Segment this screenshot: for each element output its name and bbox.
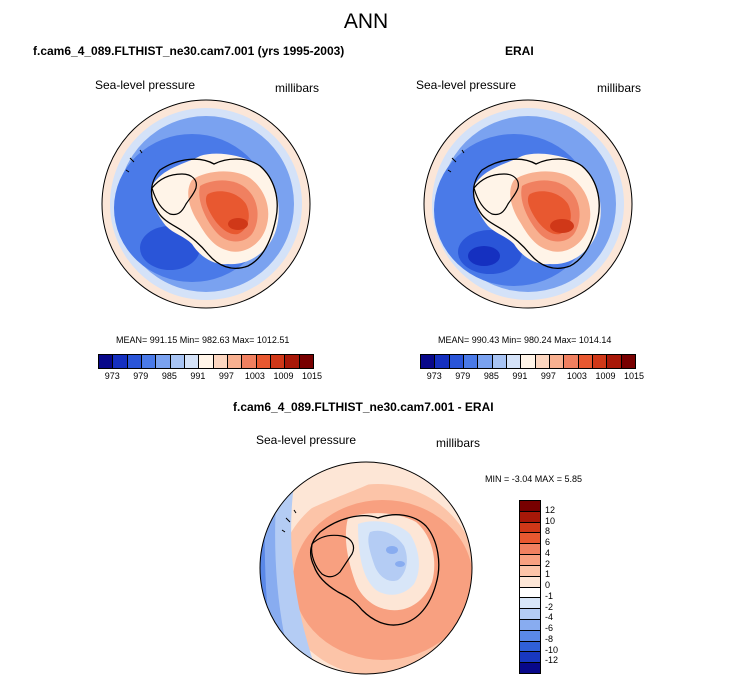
- colorbar-swatch: [213, 355, 228, 368]
- colorbar-tick-label: 991: [512, 371, 528, 381]
- colorbar-tick-label: 1009: [273, 371, 294, 381]
- colorbar-swatch: [520, 619, 540, 631]
- colorbar-tick-label: 985: [161, 371, 177, 381]
- colorbar-swatch: [549, 355, 565, 368]
- colorbar-tick-label: -4: [545, 612, 554, 623]
- colorbar-swatch: [520, 501, 540, 512]
- colorbar-swatch: [506, 355, 522, 368]
- colorbar-tick-label: 973: [104, 371, 120, 381]
- right-variable-label: Sea-level pressure: [416, 78, 517, 92]
- diff-case-title: f.cam6_4_089.FLTHIST_ne30.cam7.001 - ERA…: [233, 400, 494, 414]
- colorbar-tick-label: 979: [133, 371, 149, 381]
- colorbar-swatch: [299, 355, 313, 368]
- colorbar-swatch: [435, 355, 450, 368]
- colorbar-swatch: [520, 565, 540, 577]
- diff-variable-label: Sea-level pressure: [256, 433, 357, 447]
- colorbar-tick-label: -2: [545, 601, 554, 612]
- left-stats-text: MEAN= 991.15 Min= 982.63 Max= 1012.51: [116, 335, 290, 345]
- colorbar-tick-label: 973: [426, 371, 442, 381]
- colorbar-swatch: [170, 355, 185, 368]
- colorbar-swatch: [520, 609, 540, 620]
- colorbar-swatch: [521, 355, 536, 368]
- colorbar-tick-label: 979: [455, 371, 471, 381]
- colorbar-swatch: [621, 355, 635, 368]
- colorbar-tick-label: 10: [545, 515, 556, 526]
- colorbar-swatch: [156, 355, 171, 368]
- left-variable-label: Sea-level pressure: [95, 78, 196, 92]
- colorbar-tick-label: 1003: [566, 371, 587, 381]
- colorbar-swatch: [520, 555, 540, 566]
- colorbar-tick-label: -10: [545, 644, 559, 655]
- left-colorbar: [98, 354, 314, 369]
- colorbar-swatch: [113, 355, 128, 368]
- diff-stats-text: MIN = -3.04 MAX = 5.85: [485, 474, 583, 484]
- colorbar-swatch: [520, 630, 540, 642]
- left-sea-level-pressure-map: [101, 99, 311, 309]
- colorbar-tick-label: 997: [218, 371, 234, 381]
- right-stats-text: MEAN= 990.43 Min= 980.24 Max= 1014.14: [438, 335, 612, 345]
- colorbar-swatch: [270, 355, 286, 368]
- colorbar-swatch: [256, 355, 271, 368]
- colorbar-swatch: [285, 355, 300, 368]
- colorbar-swatch: [520, 652, 540, 664]
- colorbar-swatch: [127, 355, 142, 368]
- colorbar-tick-label: 12: [545, 504, 556, 515]
- colorbar-tick-label: 997: [540, 371, 556, 381]
- colorbar-tick-label: 1003: [244, 371, 265, 381]
- page-title: ANN: [343, 10, 389, 33]
- diff-sea-level-pressure-map: [259, 461, 473, 675]
- diff-colorbar: [519, 500, 541, 674]
- colorbar-tick-label: 1: [545, 569, 551, 580]
- colorbar-swatch: [478, 355, 493, 368]
- colorbar-swatch: [492, 355, 507, 368]
- colorbar-tick-label: -1: [545, 590, 554, 601]
- colorbar-swatch: [141, 355, 157, 368]
- colorbar-swatch: [99, 355, 114, 368]
- colorbar-swatch: [520, 598, 540, 610]
- colorbar-swatch: [421, 355, 436, 368]
- colorbar-swatch: [578, 355, 593, 368]
- colorbar-tick-label: 1015: [623, 371, 645, 381]
- colorbar-swatch: [564, 355, 579, 368]
- colorbar-swatch: [520, 544, 540, 556]
- right-colorbar: [420, 354, 636, 369]
- colorbar-swatch: [520, 576, 540, 588]
- colorbar-tick-label: 6: [545, 537, 551, 547]
- colorbar-tick-label: 1015: [301, 371, 323, 381]
- right-units-label: millibars: [597, 81, 642, 95]
- colorbar-tick-label: 1009: [595, 371, 616, 381]
- colorbar-swatch: [242, 355, 257, 368]
- colorbar-swatch: [449, 355, 464, 368]
- colorbar-tick-label: -6: [545, 623, 554, 633]
- colorbar-tick-label: -8: [545, 633, 554, 644]
- colorbar-tick-label: 0: [545, 580, 551, 590]
- colorbar-swatch: [607, 355, 622, 368]
- right-sea-level-pressure-map: [423, 99, 633, 309]
- right-case-title: ERAI: [505, 44, 534, 58]
- colorbar-tick-label: 4: [545, 547, 551, 558]
- diff-units-label: millibars: [436, 436, 481, 450]
- colorbar-swatch: [520, 587, 540, 599]
- colorbar-tick-label: -12: [545, 655, 559, 666]
- left-units-label: millibars: [275, 81, 320, 95]
- colorbar-swatch: [520, 522, 540, 534]
- colorbar-swatch: [535, 355, 550, 368]
- colorbar-tick-label: 985: [483, 371, 499, 381]
- colorbar-swatch: [592, 355, 608, 368]
- colorbar-swatch: [520, 511, 540, 523]
- left-case-title: f.cam6_4_089.FLTHIST_ne30.cam7.001 (yrs …: [33, 44, 345, 58]
- colorbar-swatch: [463, 355, 479, 368]
- colorbar-swatch: [184, 355, 200, 368]
- colorbar-tick-label: 2: [545, 558, 551, 569]
- colorbar-swatch: [520, 533, 540, 545]
- colorbar-tick-label: 991: [190, 371, 206, 381]
- colorbar-tick-label: 8: [545, 526, 551, 537]
- colorbar-swatch: [199, 355, 214, 368]
- colorbar-swatch: [227, 355, 243, 368]
- colorbar-swatch: [520, 663, 540, 673]
- colorbar-swatch: [520, 641, 540, 653]
